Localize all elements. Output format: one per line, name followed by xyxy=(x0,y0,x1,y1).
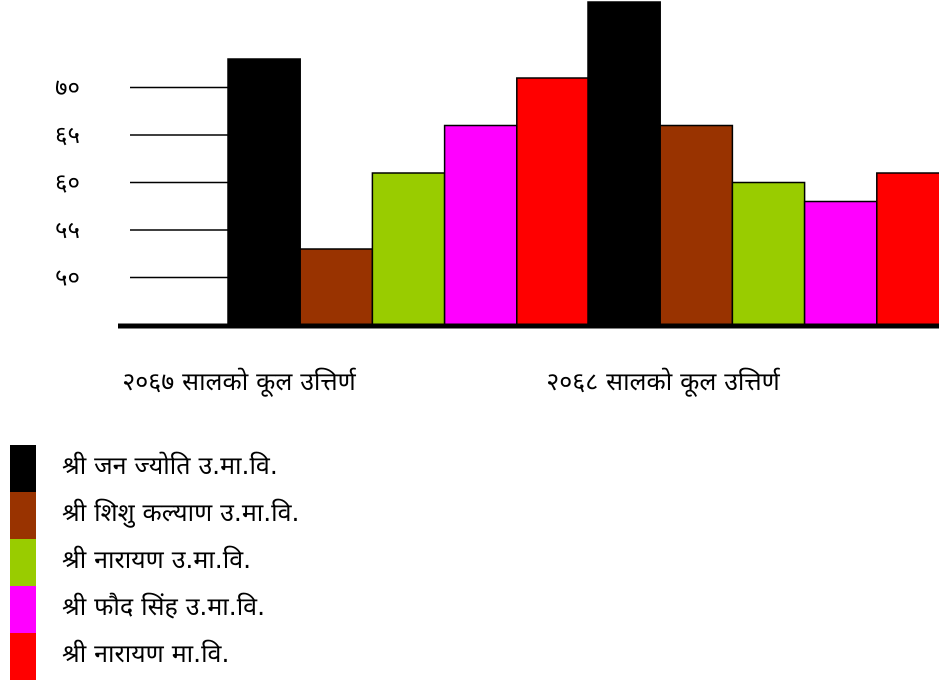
legend-swatch xyxy=(10,539,36,586)
legend-label: श्री जन ज्योति उ.मा.वि. xyxy=(62,451,278,480)
bar xyxy=(371,172,446,326)
bar xyxy=(659,124,734,326)
category-labels: २०६७ सालको कूल उत्तिर्ण २०६८ सालको कूल उत… xyxy=(122,367,781,397)
bar xyxy=(516,77,590,326)
y-tick-label: ६५ xyxy=(55,121,80,149)
legend-swatch xyxy=(10,445,36,492)
bar xyxy=(731,181,806,326)
legend-label: श्री नारायण उ.मा.वि. xyxy=(62,545,252,574)
bar xyxy=(803,200,878,326)
bar xyxy=(227,58,301,326)
y-tick-label: ५५ xyxy=(55,216,80,244)
legend-swatch xyxy=(10,586,36,633)
legend-label: श्री फौद सिंह उ.मा.वि. xyxy=(62,592,266,621)
legend-label: श्री शिशु कल्याण उ.मा.वि. xyxy=(62,498,300,527)
bar xyxy=(443,124,518,326)
bar xyxy=(876,172,939,326)
bars xyxy=(227,1,939,326)
y-tick-label: ७० xyxy=(55,74,80,102)
legend-label: श्री नारायण मा.वि. xyxy=(62,639,230,668)
y-tick-label: ५० xyxy=(55,264,80,292)
y-tick-label: ६० xyxy=(55,169,80,197)
y-gridlines xyxy=(130,86,228,279)
bar xyxy=(299,248,374,326)
bar-chart: ५० ५५ ६० ६५ ७० २०६७ सालको कूल उत्तिर्ण २०६८ स… xyxy=(55,1,939,397)
y-tick-labels: ५० ५५ ६० ६५ ७० xyxy=(55,74,80,292)
category-label: २०६८ सालको कूल उत्तिर्ण xyxy=(546,367,781,397)
bar xyxy=(587,1,661,326)
legend-swatch xyxy=(10,492,36,539)
category-label: २०६७ सालको कूल उत्तिर्ण xyxy=(122,367,357,397)
